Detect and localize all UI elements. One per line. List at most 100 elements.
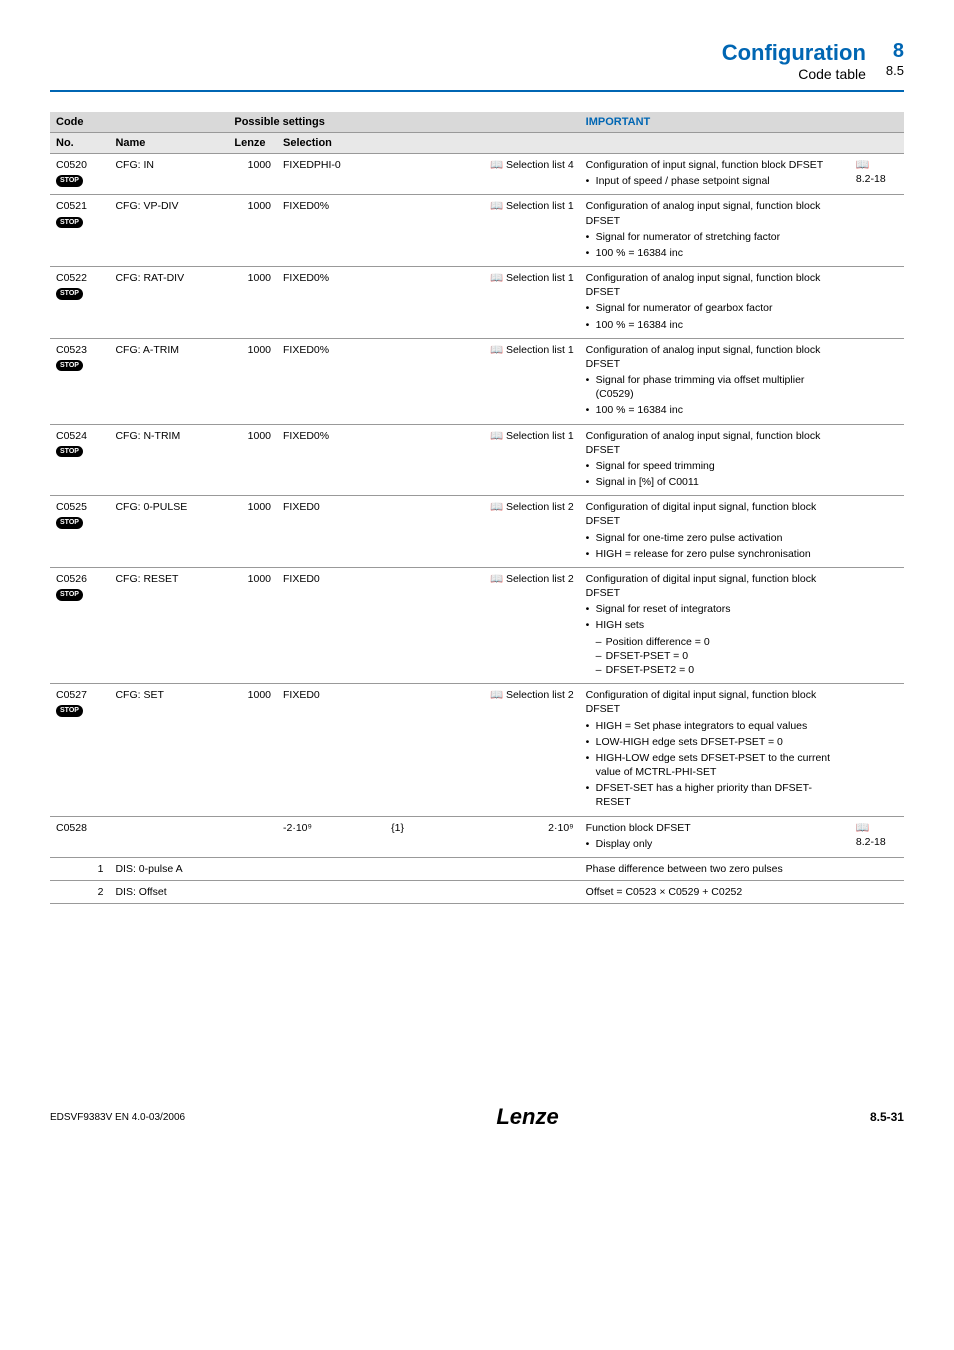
th-ref-blank <box>850 133 904 154</box>
cell-selection: FIXED0% <box>277 195 385 267</box>
cell-important: Configuration of analog input signal, fu… <box>580 424 850 496</box>
important-item: Signal for one-time zero pulse activatio… <box>586 531 844 545</box>
th-selection: Selection <box>277 133 580 154</box>
important-list: HIGH = Set phase integrators to equal va… <box>586 719 844 810</box>
stop-badge: STOP <box>56 175 83 186</box>
important-lead: Configuration of digital input signal, f… <box>586 500 844 528</box>
chapter-number: 8 <box>886 40 904 63</box>
cell-important: Configuration of digital input signal, f… <box>580 684 850 816</box>
cell-selection-mid <box>385 857 450 880</box>
cell-important: Configuration of digital input signal, f… <box>580 567 850 683</box>
important-item: Signal in [%] of C0011 <box>586 475 844 489</box>
cell-reference: 📖8.2-18 <box>850 816 904 857</box>
section-number: 8.5 <box>886 63 904 78</box>
cell-name: CFG: RESET <box>109 567 228 683</box>
cell-selection: FIXED0 <box>277 567 385 683</box>
table-row: C0521STOPCFG: VP-DIV1000FIXED0%📖 Selecti… <box>50 195 904 267</box>
important-item: HIGH-LOW edge sets DFSET-PSET to the cur… <box>586 751 844 779</box>
code-number: C0527 <box>56 688 103 702</box>
cell-no: C0527STOP <box>50 684 109 816</box>
important-list: Input of speed / phase setpoint signal <box>586 174 844 188</box>
cell-selection <box>277 881 385 904</box>
important-sublist: Position difference = 0DFSET-PSET = 0DFS… <box>596 635 844 678</box>
cell-selection: -2·10⁹ <box>277 816 385 857</box>
cell-no: C0526 STOP <box>50 567 109 683</box>
cell-no: C0525STOP <box>50 496 109 568</box>
cell-lenze: 1000 <box>228 267 277 339</box>
table-row: C0524STOPCFG: N-TRIM1000FIXED0%📖 Selecti… <box>50 424 904 496</box>
cell-reference <box>850 338 904 424</box>
table-body: C0520STOPCFG: IN1000FIXEDPHI-0📖 Selectio… <box>50 154 904 904</box>
th-possible: Possible settings <box>228 112 579 133</box>
important-item: 100 % = 16384 inc <box>586 246 844 260</box>
stop-badge: STOP <box>56 446 83 457</box>
page-footer: EDSVF9383V EN 4.0-03/2006 Lenze 8.5-31 <box>50 1104 904 1130</box>
important-item: Input of speed / phase setpoint signal <box>586 174 844 188</box>
cell-no: C0523 STOP <box>50 338 109 424</box>
important-subitem: Position difference = 0 <box>596 635 844 649</box>
cell-selection-mid <box>385 881 450 904</box>
important-lead: Offset = C0523 × C0529 + C0252 <box>586 885 844 899</box>
code-number: C0523 <box>56 343 103 357</box>
cell-selection-mid <box>385 195 450 267</box>
cell-selection-right: 2·10⁹ <box>450 816 580 857</box>
cell-important: Configuration of analog input signal, fu… <box>580 267 850 339</box>
cell-selection-right: 📖 Selection list 1 <box>450 424 580 496</box>
cell-important: Configuration of analog input signal, fu… <box>580 195 850 267</box>
cell-selection: FIXEDPHI-0 <box>277 154 385 195</box>
cell-important: Phase difference between two zero pulses <box>580 857 850 880</box>
important-lead: Configuration of input signal, function … <box>586 158 844 172</box>
th-code: Code <box>50 112 228 133</box>
cell-reference <box>850 881 904 904</box>
cell-lenze: 1000 <box>228 154 277 195</box>
cell-important: Configuration of input signal, function … <box>580 154 850 195</box>
cell-name: CFG: VP-DIV <box>109 195 228 267</box>
cell-lenze: 1000 <box>228 424 277 496</box>
important-lead: Phase difference between two zero pulses <box>586 862 844 876</box>
code-number: C0521 <box>56 199 103 213</box>
cell-lenze <box>228 816 277 857</box>
cell-reference <box>850 195 904 267</box>
code-number: C0522 <box>56 271 103 285</box>
important-lead: Configuration of digital input signal, f… <box>586 572 844 600</box>
cell-selection-right: 📖 Selection list 1 <box>450 267 580 339</box>
cell-selection-mid: {1} <box>385 816 450 857</box>
cell-selection: FIXED0% <box>277 267 385 339</box>
cell-selection-mid <box>385 338 450 424</box>
cell-reference <box>850 424 904 496</box>
important-list: Signal for numerator of gearbox factor10… <box>586 301 844 331</box>
header-titles: Configuration Code table <box>722 40 866 82</box>
page-header: Configuration Code table 8 8.5 <box>50 40 904 92</box>
important-list: Signal for speed trimmingSignal in [%] o… <box>586 459 844 489</box>
important-item: HIGH setsPosition difference = 0DFSET-PS… <box>586 618 844 677</box>
cell-selection <box>277 857 385 880</box>
cell-name: DIS: Offset <box>109 881 228 904</box>
important-subitem: DFSET-PSET = 0 <box>596 649 844 663</box>
stop-badge: STOP <box>56 589 83 600</box>
code-number: C0528 <box>56 821 103 835</box>
cell-selection-right: 📖 Selection list 2 <box>450 567 580 683</box>
cell-lenze: 1000 <box>228 567 277 683</box>
code-number: C0520 <box>56 158 103 172</box>
cell-important: Configuration of analog input signal, fu… <box>580 338 850 424</box>
cell-lenze: 1000 <box>228 684 277 816</box>
important-item: Display only <box>586 837 844 851</box>
code-number: C0526 <box>56 572 103 586</box>
stop-badge: STOP <box>56 360 83 371</box>
cell-name <box>109 816 228 857</box>
cell-selection-right: 📖 Selection list 2 <box>450 496 580 568</box>
book-icon: 📖 <box>856 160 870 171</box>
important-list: Signal for numerator of stretching facto… <box>586 230 844 260</box>
important-lead: Configuration of analog input signal, fu… <box>586 429 844 457</box>
cell-important: Function block DFSETDisplay only <box>580 816 850 857</box>
important-item: Signal for reset of integrators <box>586 602 844 616</box>
cell-selection-right: 📖 Selection list 2 <box>450 684 580 816</box>
cell-selection-right: 📖 Selection list 1 <box>450 195 580 267</box>
cell-reference <box>850 684 904 816</box>
table-row: C0523STOPCFG: A-TRIM1000FIXED0%📖 Selecti… <box>50 338 904 424</box>
book-icon: 📖 <box>856 823 870 834</box>
th-important: IMPORTANT <box>580 112 904 133</box>
cell-reference <box>850 267 904 339</box>
cell-reference <box>850 496 904 568</box>
cell-important: Configuration of digital input signal, f… <box>580 496 850 568</box>
